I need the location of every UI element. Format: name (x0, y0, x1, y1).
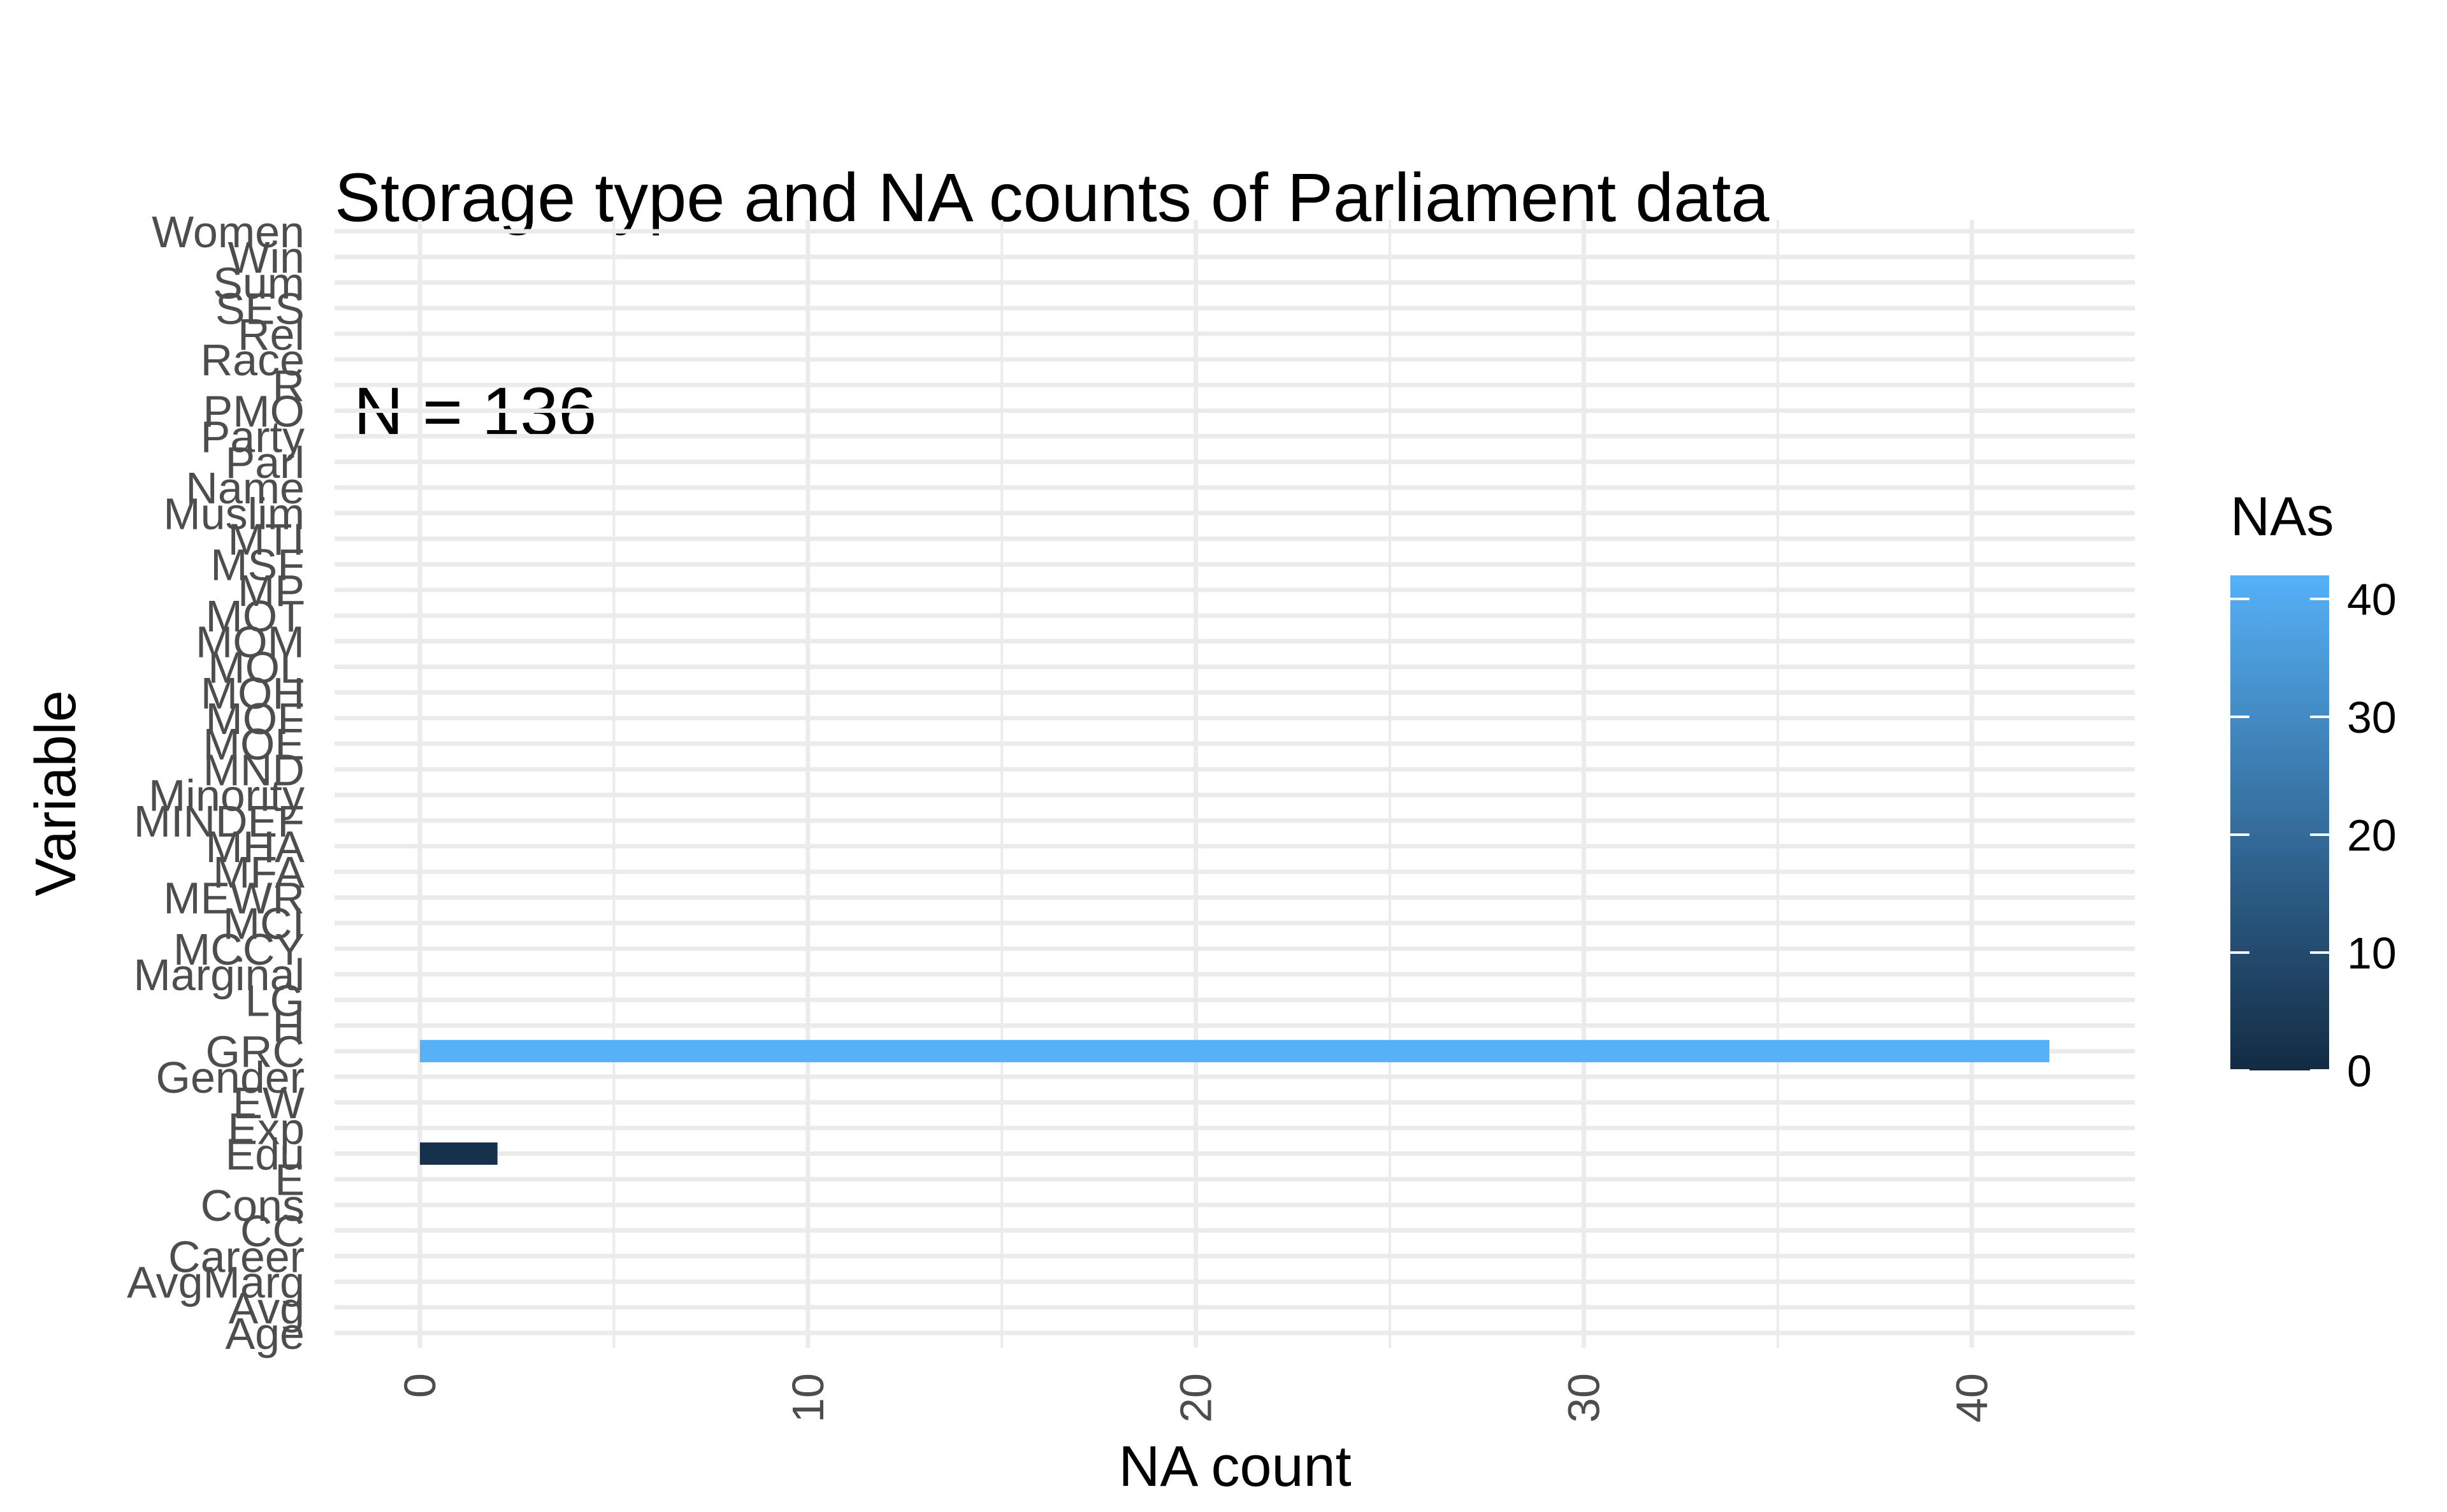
y-tick-label: MOM (196, 617, 305, 666)
y-tick-label: AvgMarg (127, 1258, 305, 1307)
y-tick-label: MSF (210, 540, 305, 590)
y-tick-label: MOF (205, 694, 305, 744)
x-tick-label: 10 (783, 1373, 833, 1423)
y-tick-label: MP (238, 566, 305, 616)
bar-grc (419, 1040, 2050, 1063)
y-tick-label: R (272, 361, 305, 410)
chart-title-text: Storage type and NA counts of Parliament… (335, 159, 1770, 236)
y-tick-label: Career (168, 1232, 305, 1281)
legend-tick-label: 20 (2347, 810, 2397, 860)
y-tick-label: Name (185, 463, 305, 513)
legend-tick-label: 10 (2347, 928, 2397, 978)
x-tick-label: 0 (395, 1373, 445, 1398)
x-tick-label: 20 (1171, 1373, 1221, 1423)
bar-edu (419, 1142, 498, 1165)
legend-ticks: 0 10 20 30 40 (2230, 575, 2397, 1096)
x-tick-label: 30 (1559, 1373, 1608, 1423)
y-tick-label: Race (201, 335, 305, 385)
legend-tick-label: 40 (2347, 575, 2397, 624)
y-tick-label: MCCY (173, 925, 305, 974)
x-axis-tick-labels: 0 10 20 30 40 (395, 1373, 1996, 1423)
plot-grid (335, 220, 2135, 1348)
y-tick-label: Muslim (163, 489, 305, 538)
y-tick-label: Rel (238, 310, 305, 359)
y-tick-label: Parl (226, 438, 305, 487)
y-axis-title: Variable (24, 690, 88, 896)
x-tick-label: 40 (1947, 1373, 1996, 1423)
y-tick-label: Edu (225, 1130, 305, 1179)
legend-tick-label: 30 (2347, 693, 2397, 742)
y-tick-label: MND (203, 745, 305, 795)
y-tick-label: E (275, 1155, 305, 1205)
y-tick-label: SES (215, 284, 305, 334)
y-tick-label: H (272, 1001, 305, 1051)
y-tick-label: MTI (227, 515, 305, 565)
y-tick-label: MOT (205, 591, 305, 641)
y-tick-label: MOE (203, 719, 305, 769)
y-tick-label: MOL (208, 643, 305, 693)
y-tick-label: MOH (201, 668, 305, 718)
color-legend: NAs 0 10 20 30 40 (2230, 486, 2397, 1096)
y-tick-label: MINDEF (134, 796, 305, 846)
y-tick-label: Marginal (134, 950, 305, 1000)
y-tick-label: CC (240, 1206, 305, 1256)
y-tick-label: Gender (156, 1053, 305, 1102)
y-tick-label: Women (152, 207, 305, 257)
legend-tick-label: 0 (2347, 1046, 2372, 1096)
y-tick-label: Minority (148, 771, 305, 821)
y-tick-label: MHA (205, 822, 305, 872)
y-tick-label: Exp (227, 1104, 305, 1153)
y-tick-label: Cons (201, 1181, 305, 1230)
x-axis-title: NA count (1118, 1435, 1351, 1499)
y-tick-label: LG (245, 976, 305, 1025)
y-tick-label: Avg (229, 1283, 305, 1333)
legend-colorbar (2230, 575, 2329, 1070)
y-axis-tick-labels: AgeAvgAvgMargCareerCCConsEEduExpEWGender… (127, 207, 305, 1358)
y-tick-label: MFA (213, 847, 305, 897)
y-tick-label: EW (233, 1078, 305, 1128)
y-tick-label: Sum (213, 258, 305, 308)
y-tick-label: Win (227, 233, 305, 282)
y-tick-label: MCI (223, 899, 305, 949)
y-tick-label: GRC (205, 1027, 305, 1077)
bar-series (419, 1040, 2050, 1165)
legend-title: NAs (2230, 486, 2334, 547)
y-tick-label: MEWR (163, 873, 305, 923)
y-tick-label: PMO (203, 386, 305, 436)
y-tick-label: Age (225, 1309, 305, 1358)
y-tick-label: Party (201, 412, 305, 462)
